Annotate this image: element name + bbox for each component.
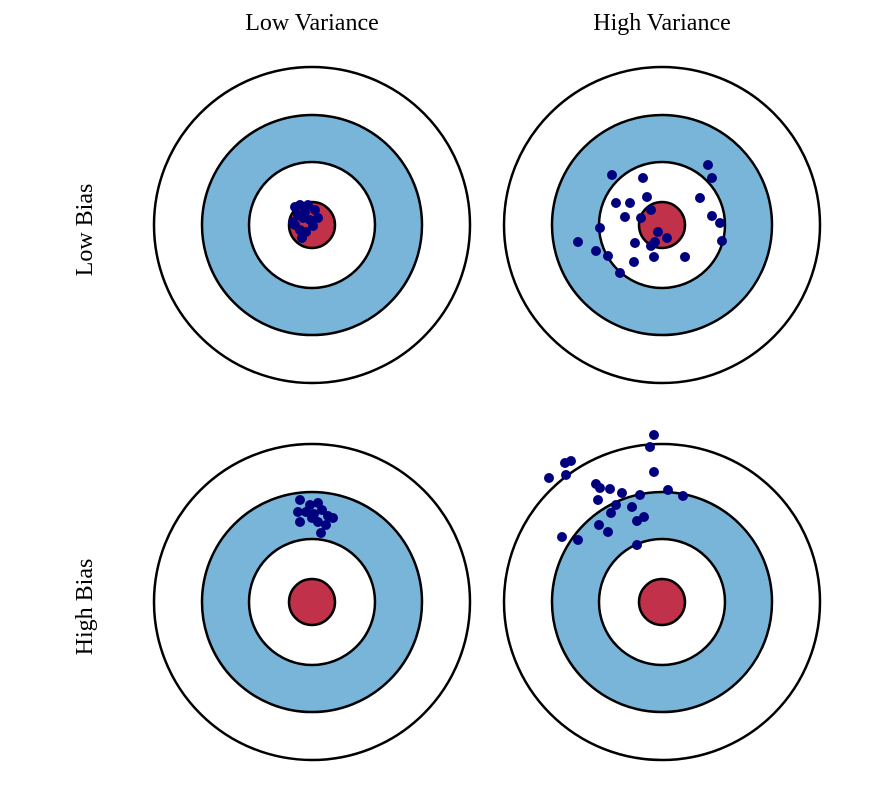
- shot-dot: [635, 490, 645, 500]
- shot-dot: [307, 513, 317, 523]
- column-title: Low Variance: [245, 10, 379, 36]
- shot-dot: [707, 173, 717, 183]
- shot-dot: [611, 198, 621, 208]
- shot-dot: [328, 513, 338, 523]
- shot-dot: [638, 173, 648, 183]
- shot-dot: [611, 500, 621, 510]
- shot-dot: [606, 508, 616, 518]
- shot-dot: [573, 237, 583, 247]
- shot-dot: [295, 200, 305, 210]
- shot-dot: [646, 205, 656, 215]
- row-title: High Bias: [72, 559, 98, 656]
- shot-dot: [295, 495, 305, 505]
- row-title: Low Bias: [72, 184, 98, 277]
- shot-dot: [561, 470, 571, 480]
- shot-dot: [560, 458, 570, 468]
- shot-dot: [627, 502, 637, 512]
- shot-dot: [310, 205, 320, 215]
- shot-dot: [625, 198, 635, 208]
- shot-dot: [653, 227, 663, 237]
- shot-dot: [715, 218, 725, 228]
- shot-dot: [293, 507, 303, 517]
- shot-dot: [717, 236, 727, 246]
- shot-dot: [695, 193, 705, 203]
- targets: [152, 65, 822, 762]
- shot-dot: [662, 233, 672, 243]
- shot-dot: [607, 170, 617, 180]
- shot-dot: [603, 527, 613, 537]
- shot-dot: [630, 238, 640, 248]
- shot-dot: [313, 213, 323, 223]
- shot-dot: [595, 483, 605, 493]
- shot-dot: [300, 207, 310, 217]
- target-ring: [287, 577, 337, 627]
- shot-dot: [605, 484, 615, 494]
- shot-dot: [316, 528, 326, 538]
- shot-dot: [649, 430, 659, 440]
- shot-dot: [321, 520, 331, 530]
- shot-dot: [629, 257, 639, 267]
- shot-dot: [595, 223, 605, 233]
- column-title: High Variance: [593, 10, 731, 36]
- shot-dot: [663, 485, 673, 495]
- target-ring: [637, 577, 687, 627]
- shot-dot: [288, 217, 298, 227]
- shot-dot: [603, 251, 613, 261]
- shot-dot: [680, 252, 690, 262]
- target-ring: [637, 200, 687, 250]
- shot-dot: [557, 532, 567, 542]
- shot-dot: [678, 491, 688, 501]
- shot-dot: [632, 540, 642, 550]
- shot-dot: [591, 246, 601, 256]
- shot-dot: [308, 221, 318, 231]
- shot-dot: [646, 241, 656, 251]
- shot-dot: [297, 233, 307, 243]
- shot-dot: [295, 517, 305, 527]
- shot-dot: [642, 192, 652, 202]
- shot-dot: [573, 535, 583, 545]
- shot-dot: [649, 252, 659, 262]
- shot-dot: [617, 488, 627, 498]
- shot-dot: [707, 211, 717, 221]
- shot-dot: [620, 212, 630, 222]
- shot-dot: [544, 473, 554, 483]
- shot-dot: [649, 467, 659, 477]
- shot-dot: [594, 520, 604, 530]
- shot-dot: [593, 495, 603, 505]
- shot-dot: [615, 268, 625, 278]
- shot-dot: [632, 516, 642, 526]
- shot-dot: [636, 213, 646, 223]
- shot-dot: [703, 160, 713, 170]
- shot-dot: [645, 442, 655, 452]
